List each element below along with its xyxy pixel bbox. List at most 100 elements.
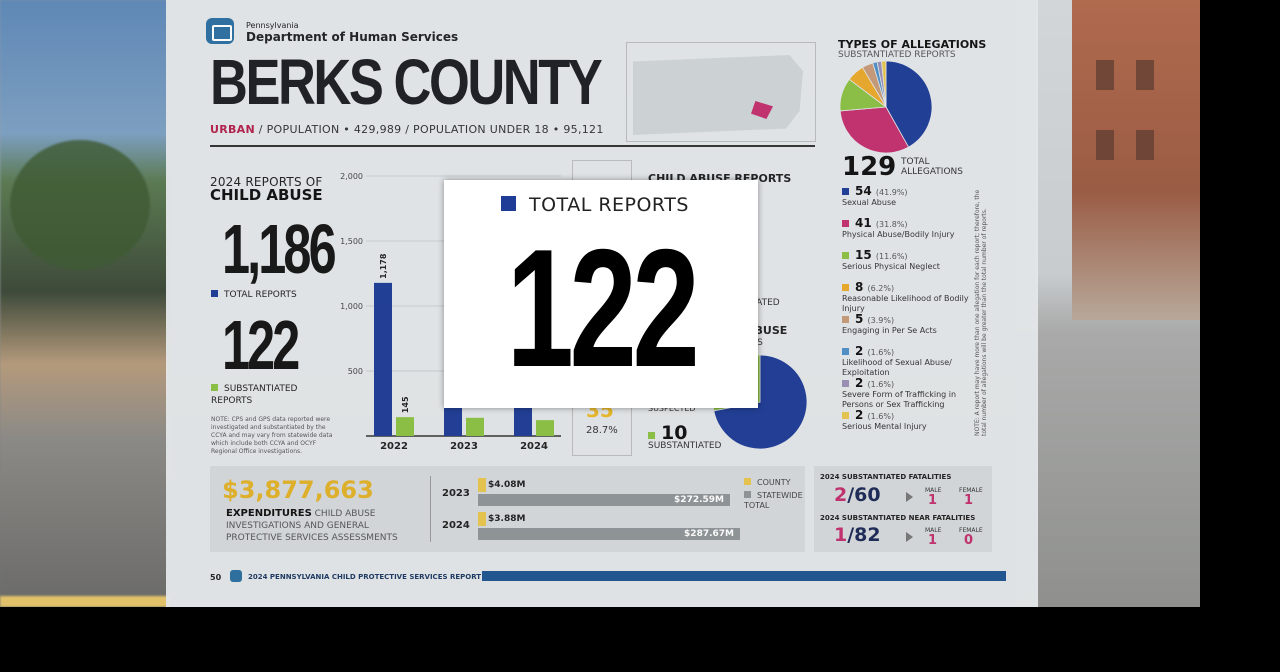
background-curb bbox=[0, 596, 170, 607]
allegation-color-square bbox=[842, 220, 849, 227]
allegations-pie-slice-2 bbox=[839, 106, 910, 154]
female-label: FEMALE bbox=[959, 487, 983, 494]
allegation-percent: (3.9%) bbox=[867, 316, 895, 325]
background-window bbox=[1136, 130, 1154, 160]
allegation-color-square bbox=[842, 284, 849, 291]
county-type: URBAN bbox=[210, 123, 256, 136]
fatalities-panel: 2024 SUBSTANTIATED FATALITIES 2/60 MALE … bbox=[814, 466, 992, 552]
y-tick-label: 1,000 bbox=[340, 302, 363, 311]
child-abuse-reports-sub: TIATED bbox=[748, 298, 780, 308]
allegation-item: 8 (6.2%) Reasonable Likelihood of Bodily … bbox=[842, 281, 977, 314]
allegation-count: 2 bbox=[855, 344, 868, 358]
allegation-color-square bbox=[842, 412, 849, 419]
allegation-label: Engaging in Per Se Acts bbox=[842, 326, 937, 335]
county-value: $3.88M bbox=[488, 514, 526, 524]
population-line: URBAN / POPULATION • 429,989 / POPULATIO… bbox=[210, 123, 604, 136]
dhs-logo-icon bbox=[206, 18, 234, 44]
expenditures-legend: COUNTY STATEWIDE TOTAL bbox=[744, 478, 804, 511]
allegations-total-label: TOTAL ALLEGATIONS bbox=[901, 157, 963, 177]
allegations-pie-slice-8 bbox=[881, 60, 887, 108]
y-tick-label: 2,000 bbox=[340, 172, 363, 181]
allegation-percent: (1.6%) bbox=[867, 348, 895, 357]
fatalities-title: 2024 SUBSTANTIATED FATALITIES bbox=[820, 473, 952, 481]
background-street-left bbox=[0, 0, 170, 607]
allegation-percent: (31.8%) bbox=[875, 220, 908, 229]
x-tick-label: 2024 bbox=[520, 441, 548, 452]
near-fatalities-count: 1 bbox=[834, 524, 848, 546]
small-pie-slice-1 bbox=[713, 354, 808, 450]
allegation-label: Severe Form of Trafficking in Persons or… bbox=[842, 390, 957, 409]
video-frame: Pennsylvania Department of Human Service… bbox=[0, 0, 1200, 607]
allegation-item: 2 (1.6%) Serious Mental Injury bbox=[842, 408, 977, 442]
footer-page-number: 50 bbox=[210, 573, 222, 582]
allegation-count: 41 bbox=[855, 216, 876, 230]
male-label: MALE bbox=[925, 487, 942, 494]
fatalities-female: 1 bbox=[964, 493, 974, 508]
allegations-total: 129 bbox=[842, 152, 897, 182]
substantiated-reports-value: 122 bbox=[222, 306, 300, 384]
legend-state: STATEWIDE TOTAL bbox=[744, 491, 803, 510]
reports-label-title: CHILD ABUSE bbox=[210, 186, 323, 204]
allegation-item: 5 (3.9%) Engaging in Per Se Acts bbox=[842, 312, 977, 346]
state-bar bbox=[478, 494, 730, 506]
county-value: $4.08M bbox=[488, 480, 526, 490]
allegation-count: 5 bbox=[855, 312, 868, 326]
allegation-count: 54 bbox=[855, 184, 876, 198]
background-window bbox=[1096, 60, 1114, 90]
allegation-label: Serious Mental Injury bbox=[842, 422, 927, 431]
allegation-count: 2 bbox=[855, 408, 868, 422]
expenditures-label-rest: CHILD ABUSE INVESTIGATIONS AND GENERAL P… bbox=[226, 509, 398, 543]
male-label: MALE bbox=[925, 527, 942, 534]
substantiated-reports-label: SUBSTANTIATED REPORTS bbox=[211, 383, 321, 407]
green-legend-square bbox=[648, 432, 655, 439]
allegation-color-square bbox=[842, 348, 849, 355]
background-window bbox=[1136, 60, 1154, 90]
pa-state-shape bbox=[633, 55, 803, 135]
allegations-pie-slice-1 bbox=[885, 60, 933, 148]
blue-legend-square bbox=[501, 196, 516, 211]
allegations-subtitle: SUBSTANTIATED REPORTS bbox=[838, 50, 956, 60]
near-fatalities-male: 1 bbox=[928, 533, 938, 548]
dept-name: Department of Human Services bbox=[246, 30, 459, 44]
footer-logo-icon bbox=[230, 570, 242, 582]
background-window bbox=[1096, 130, 1114, 160]
total-reports-label: TOTAL REPORTS bbox=[211, 290, 297, 300]
report-page: Pennsylvania Department of Human Service… bbox=[166, 0, 1038, 607]
near-fatalities-ratio: 1/82 bbox=[834, 524, 881, 546]
dept-state: Pennsylvania bbox=[246, 21, 299, 30]
allegation-label: Physical Abuse/Bodily Injury bbox=[842, 230, 955, 239]
allegation-color-square bbox=[842, 188, 849, 195]
expenditures-panel: $3,877,663 EXPENDITURES CHILD ABUSE INVE… bbox=[210, 466, 805, 552]
allegation-label: Likelihood of Sexual Abuse/ Exploitation bbox=[842, 358, 952, 377]
background-tree bbox=[10, 140, 150, 270]
bar-2022-series-2 bbox=[396, 417, 414, 436]
allegations-title: TYPES OF ALLEGATIONS bbox=[838, 38, 987, 51]
substantiated-reports-label-text: SUBSTANTIATED REPORTS bbox=[211, 384, 298, 406]
fatalities-total: /60 bbox=[847, 484, 881, 506]
allegation-item: 54 (41.9%) Sexual Abuse bbox=[842, 184, 977, 218]
expenditure-year: 2023 bbox=[442, 488, 470, 499]
allegation-percent: (6.2%) bbox=[867, 284, 895, 293]
bar-2022-series-1 bbox=[374, 282, 392, 436]
bar-2024-series-2 bbox=[536, 420, 554, 436]
county-bar bbox=[478, 512, 486, 526]
near-fatalities-female: 0 bbox=[964, 533, 974, 548]
allegation-item: 2 (1.6%) Severe Form of Trafficking in Pe… bbox=[842, 377, 977, 410]
allegation-color-square bbox=[842, 380, 849, 387]
bar-2023-series-2 bbox=[466, 417, 484, 436]
reports-note: NOTE: CPS and GPS data reported were inv… bbox=[211, 416, 333, 455]
population-text: / POPULATION • 429,989 / POPULATION UNDE… bbox=[255, 123, 604, 136]
female-label: FEMALE bbox=[959, 527, 983, 534]
allegation-item: 41 (31.8%) Physical Abuse/Bodily Injury bbox=[842, 216, 977, 250]
arrow-right-icon bbox=[906, 532, 913, 542]
allegation-percent: (1.6%) bbox=[867, 412, 895, 421]
gold-legend-square bbox=[744, 478, 751, 485]
overlay-title: TOTAL REPORTS bbox=[529, 194, 689, 216]
divider bbox=[210, 145, 815, 147]
substantiated-label: SUBSTANTIATED bbox=[648, 441, 722, 451]
blue-legend-square bbox=[211, 290, 218, 297]
footer-bar bbox=[482, 571, 1006, 581]
x-tick-label: 2022 bbox=[380, 441, 408, 452]
overlay-value: 122 bbox=[506, 214, 700, 402]
background-building-right bbox=[1036, 0, 1200, 607]
